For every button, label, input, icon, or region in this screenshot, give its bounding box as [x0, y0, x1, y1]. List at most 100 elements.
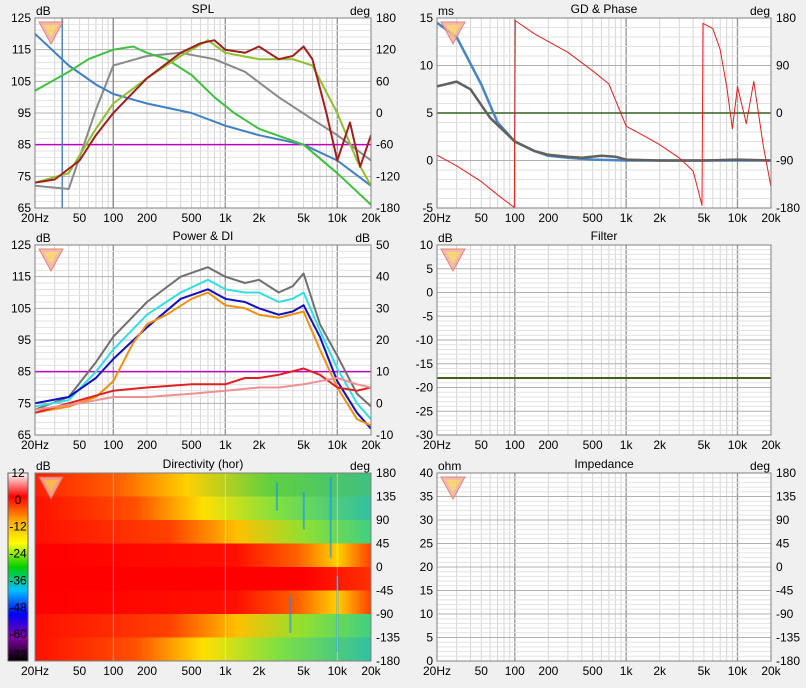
y-tick-label: -10 [416, 333, 434, 347]
vituixcad-logo-icon [440, 476, 466, 501]
right-unit-label: deg [350, 4, 370, 18]
x-tick-label: 2k [253, 211, 267, 225]
x-tick-label: 200 [137, 438, 157, 452]
y2-tick-label: -90 [776, 154, 794, 168]
x-tick-label: 20k [361, 664, 381, 678]
plot-border [34, 244, 372, 436]
plot-border [436, 244, 772, 436]
y2-tick-label: 0 [776, 106, 783, 120]
x-tick-label: 500 [583, 211, 603, 225]
y2-tick-label: -60 [376, 138, 394, 152]
y-tick-label: 125 [11, 11, 31, 25]
y-tick-label: 105 [11, 74, 31, 88]
x-tick-label: 20k [761, 664, 781, 678]
x-tick-label: 10k [728, 438, 748, 452]
y-tick-label: 115 [12, 43, 31, 57]
y-tick-label: 75 [18, 169, 32, 183]
x-tick-label: 50 [475, 211, 489, 225]
plot-border [436, 472, 772, 662]
x-tick-label: 1k [219, 211, 233, 225]
y-tick-label: 10 [420, 238, 434, 252]
y2-tick-label: 20 [376, 333, 390, 347]
y2-tick-label: 60 [376, 74, 390, 88]
x-tick-label: 100 [505, 664, 525, 678]
logo-inner [44, 252, 58, 264]
chart-title: Impedance [574, 457, 634, 471]
chart-title: Filter [591, 229, 618, 243]
chart-directivity: 12 0 -12 -24 -36 -48 -60 -72 20Hz 50 100 200 500 1k 2k… [7, 457, 400, 678]
colorbar-label: -72 [9, 648, 27, 662]
x-tick-label: 10k [728, 664, 748, 678]
x-tick-label: 50 [73, 211, 87, 225]
left-unit-label: ms [438, 4, 454, 18]
x-tick-label: 5k [297, 664, 311, 678]
x-tick-label: 50 [475, 438, 489, 452]
y-tick-label: 5 [426, 262, 433, 276]
y-tick-label: -5 [422, 201, 433, 215]
y2-tick-label: -90 [776, 607, 794, 621]
chart-title: Power & DI [173, 229, 234, 243]
y-tick-label: 95 [18, 106, 32, 120]
heatmap-band [35, 473, 371, 498]
x-tick-label: 20Hz [21, 211, 49, 225]
x-tick-label: 20k [761, 211, 781, 225]
chart-impedance: 20Hz 50 100 200 500 1k 2k 5k 10k 20k4035302520151… [420, 457, 801, 678]
series-line [35, 288, 371, 430]
y-tick-label: 30 [420, 513, 434, 527]
vituixcad-logo-icon [38, 21, 64, 46]
series-line [35, 291, 371, 427]
x-tick-label: 500 [583, 438, 603, 452]
colorbar-group: 12 0 -12 -24 -36 -48 -60 -72 [7, 466, 29, 662]
x-tick-label: 50 [73, 438, 87, 452]
x-tick-label: 2k [653, 438, 667, 452]
y-tick-label: 85 [18, 138, 32, 152]
y2-tick-label: 120 [376, 43, 396, 57]
y-tick-label: 25 [420, 537, 434, 551]
y-tick-label: 0 [426, 154, 433, 168]
x-tick-label: 200 [137, 664, 157, 678]
colorbar-label: -48 [9, 600, 27, 614]
logo-inner [44, 25, 58, 37]
x-tick-label: 5k [698, 664, 712, 678]
y2-tick-label: -45 [776, 584, 794, 598]
series-line [35, 45, 371, 206]
y2-tick-label: -120 [376, 169, 400, 183]
y-tick-label: -30 [416, 428, 434, 442]
y-tick-label: 115 [12, 270, 31, 284]
y2-tick-label: -90 [376, 607, 394, 621]
left-unit-label: dB [36, 231, 51, 245]
x-tick-label: 20Hz [21, 438, 49, 452]
x-tick-label: 2k [253, 664, 267, 678]
x-tick-label: 100 [505, 211, 525, 225]
x-tick-label: 20k [761, 438, 781, 452]
x-tick-label: 1k [620, 211, 634, 225]
chart-title: Directivity (hor) [163, 457, 244, 471]
y-tick-label: 40 [420, 466, 434, 480]
x-tick-label: 100 [103, 211, 123, 225]
y-tick-label: -25 [416, 404, 434, 418]
y-tick-label: 5 [426, 631, 433, 645]
x-tick-label: 20k [361, 438, 381, 452]
y2-tick-label: 90 [776, 59, 790, 73]
right-unit-label: deg [750, 459, 770, 473]
plot-border [436, 17, 772, 209]
y-tick-label: -15 [416, 357, 434, 371]
y2-tick-label: 45 [376, 537, 390, 551]
x-tick-label: 500 [182, 211, 202, 225]
x-tick-label: 100 [505, 438, 525, 452]
y2-tick-label: 0 [376, 396, 383, 410]
y-tick-label: 65 [18, 428, 32, 442]
y-tick-label: 10 [420, 607, 434, 621]
y-tick-label: 125 [11, 238, 31, 252]
x-tick-label: 500 [182, 664, 202, 678]
x-tick-label: 50 [73, 664, 87, 678]
left-unit-label: dB [438, 231, 453, 245]
colorbar-label: 0 [15, 493, 22, 507]
series-line [35, 377, 371, 411]
x-tick-label: 200 [137, 211, 157, 225]
x-tick-label: 20Hz [423, 664, 451, 678]
y2-tick-label: 90 [376, 513, 390, 527]
y2-tick-label: 0 [776, 560, 783, 574]
series-line [35, 39, 371, 184]
